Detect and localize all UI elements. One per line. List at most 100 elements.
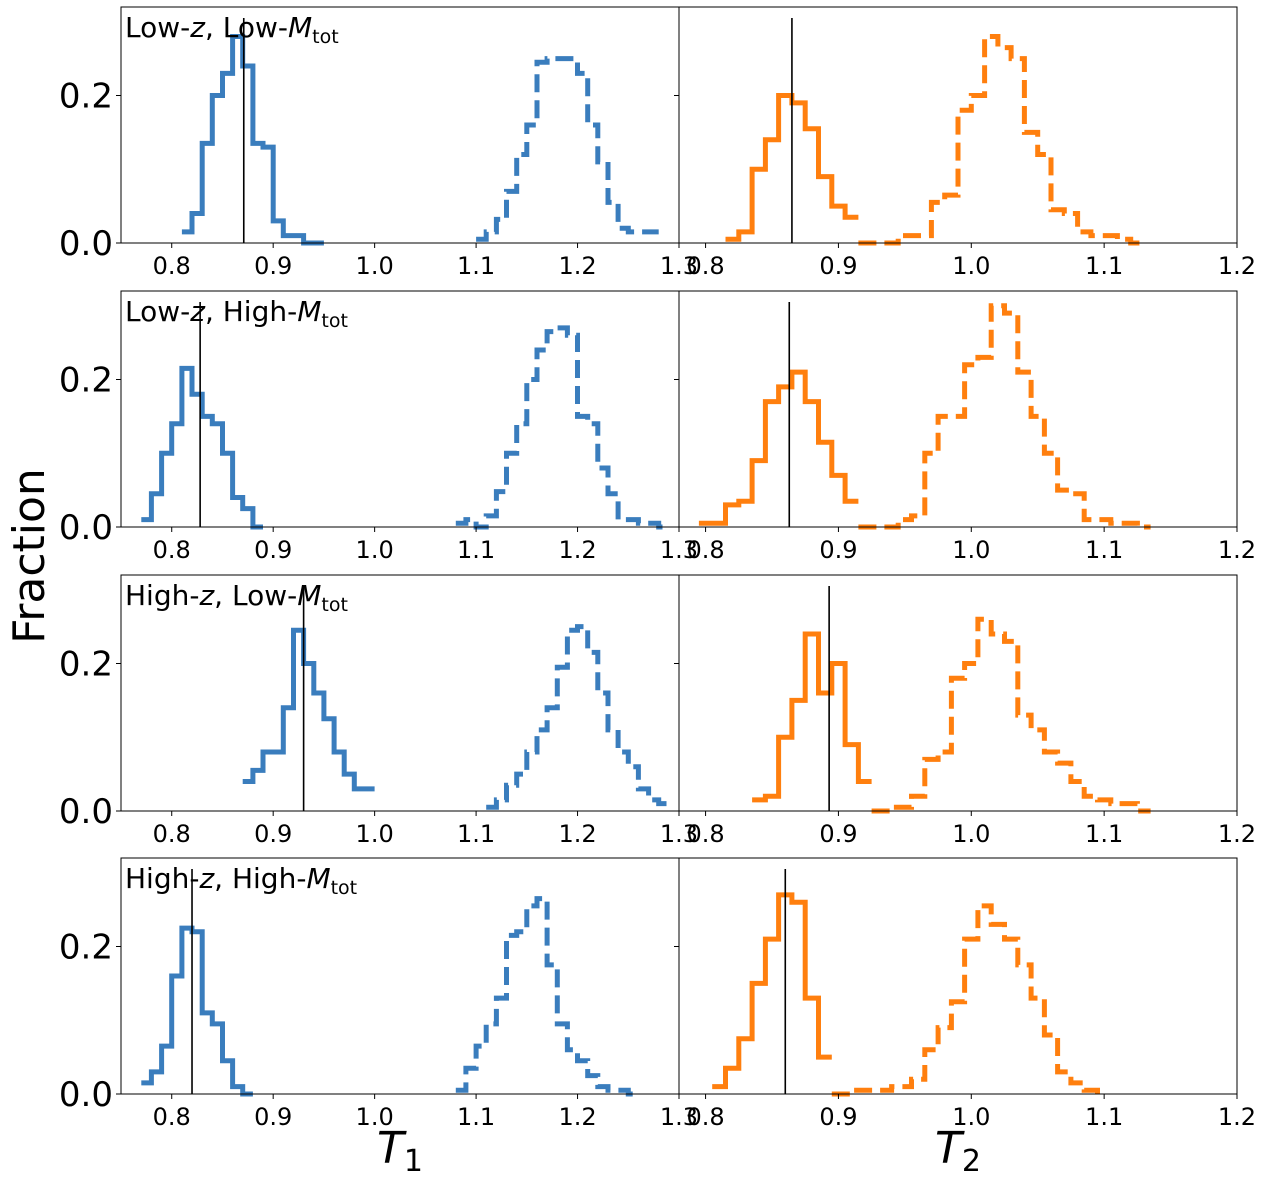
histogram-solid-row4-left	[141, 925, 253, 1097]
x-tick-label: 0.9	[254, 1103, 292, 1131]
x-tick-label: 1.2	[1218, 536, 1256, 564]
x-tick-label: 1.2	[558, 1103, 596, 1131]
x-tick-label: 1.3	[660, 252, 698, 280]
panel-title-part: z	[198, 579, 215, 612]
panel-title: Low-z, Low-Mtot	[125, 11, 339, 48]
panel-row1-right: 0.8 0.9 1.0 1.1 1.2	[674, 6, 1256, 280]
x-tick-label: 1.1	[1085, 536, 1123, 564]
panel-row3-left: 0.8 0.9 1.0 1.1 1.2 1.3 0.0 0.2 High-z, Low-Mtot	[59, 574, 698, 848]
x-tick-label: 1.2	[1218, 820, 1256, 848]
x-tick-label: 0.8	[686, 820, 724, 848]
x-tick-label: 1.0	[952, 1103, 990, 1131]
x-tick-label: 1.2	[558, 536, 596, 564]
histogram-dashed-row3-right	[871, 616, 1151, 814]
axes-frame-row1-right	[678, 6, 1238, 244]
x-axis-label-t2-sub: 2	[962, 1144, 981, 1177]
histogram-dashed-row1-right	[858, 34, 1144, 246]
x-tick-label: 1.3	[660, 820, 698, 848]
x-tick-label: 1.1	[1085, 1103, 1123, 1131]
x-tick-label: 1.0	[952, 536, 990, 564]
histogram-solid-row2-left	[141, 365, 263, 530]
y-tick-label: 0.0	[59, 792, 113, 832]
axes-frame-row2-right	[678, 290, 1238, 528]
x-tick-label: 0.8	[153, 820, 191, 848]
x-tick-label: 0.9	[254, 536, 292, 564]
panel-row3-right: 0.8 0.9 1.0 1.1 1.2	[674, 574, 1256, 848]
x-axis-label-t2-main: T	[935, 1123, 965, 1174]
x-tick-label: 0.8	[153, 536, 191, 564]
y-tick-label: 0.0	[59, 508, 113, 548]
panel-title-part: z	[189, 295, 206, 328]
x-tick-label: 0.9	[819, 820, 857, 848]
x-tick-label: 1.3	[660, 1103, 698, 1131]
histogram-solid-row2-right	[698, 369, 859, 526]
x-tick-label: 0.8	[686, 536, 724, 564]
y-tick-label: 0.2	[59, 361, 113, 401]
panel-title-part: M	[288, 11, 312, 44]
x-tick-label: 1.1	[1085, 252, 1123, 280]
y-tick-label: 0.2	[59, 77, 113, 117]
panel-title-part: M	[297, 579, 321, 612]
histogram-dashed-row2-right	[858, 303, 1151, 530]
x-tick-label: 0.8	[153, 1103, 191, 1131]
x-tick-label: 1.0	[356, 1103, 394, 1131]
x-tick-label: 0.9	[254, 820, 292, 848]
x-tick-label: 1.1	[457, 1103, 495, 1131]
x-axis-label-t2: T2	[935, 1123, 981, 1177]
x-tick-label: 1.0	[356, 536, 394, 564]
panel-title-part: Low-	[125, 295, 190, 328]
histogram-solid-row3-left	[242, 627, 375, 792]
x-tick-label: 0.9	[819, 536, 857, 564]
x-tick-label: 0.8	[686, 1103, 724, 1131]
panel-title-part: z	[189, 11, 206, 44]
panel-title-part: tot	[331, 877, 358, 899]
panel-row4-left: 0.8 0.9 1.0 1.1 1.2 1.3 0.0 0.2 High-z, High-Mto…	[59, 857, 698, 1131]
x-axis-label-t1: T1	[377, 1123, 423, 1177]
panel-title: High-z, Low-Mtot	[125, 579, 348, 616]
panel-title-part: , High-	[214, 862, 306, 895]
panel-title-part: tot	[321, 310, 348, 332]
histogram-solid-row4-right	[712, 892, 832, 1090]
panel-title-part: M	[297, 295, 321, 328]
x-tick-label: 0.8	[686, 252, 724, 280]
y-tick-label: 0.0	[59, 1075, 113, 1115]
panel-title-part: M	[306, 862, 330, 895]
panel-row1-left: 0.8 0.9 1.0 1.1 1.2 1.3 0.0 0.2 Low-z, Low-Mtot	[59, 6, 698, 280]
panel-title-part: tot	[321, 594, 348, 616]
panel-title-part: tot	[312, 26, 339, 48]
x-tick-label: 1.1	[457, 820, 495, 848]
histogram-dashed-row4-right	[831, 903, 1100, 1097]
y-tick-label: 0.0	[59, 224, 113, 264]
panel-title-part: z	[198, 862, 215, 895]
y-axis-label: Fraction	[4, 468, 55, 644]
histogram-solid-row3-right	[752, 631, 872, 803]
x-tick-label: 0.9	[819, 252, 857, 280]
axes-frame-row4-right	[678, 857, 1238, 1095]
panel-title-part: , High-	[205, 295, 297, 328]
x-tick-label: 0.9	[819, 1103, 857, 1131]
y-tick-label: 0.2	[59, 928, 113, 968]
panel-title-part: , Low-	[205, 11, 288, 44]
x-tick-label: 1.1	[457, 536, 495, 564]
histogram-dashed-row2-left	[455, 325, 669, 530]
x-tick-label: 1.2	[558, 820, 596, 848]
panel-row2-left: 0.8 0.9 1.0 1.1 1.2 1.3 0.0 0.2 Low-z, High-Mtot	[59, 290, 698, 564]
histogram-dashed-row1-left	[476, 56, 659, 242]
x-axis-label-t1-sub: 1	[404, 1144, 423, 1177]
panel-title-part: , Low-	[214, 579, 297, 612]
histogram-dashed-row4-left	[455, 896, 639, 1097]
x-tick-label: 1.0	[952, 252, 990, 280]
panel-row2-right: 0.8 0.9 1.0 1.1 1.2	[674, 290, 1256, 564]
y-tick-label: 0.2	[59, 645, 113, 685]
x-tick-label: 1.2	[1218, 252, 1256, 280]
x-tick-label: 1.3	[660, 536, 698, 564]
panel-title-part: Low-	[125, 11, 190, 44]
x-axis-label-t1-main: T	[377, 1123, 407, 1174]
x-tick-label: 1.0	[952, 820, 990, 848]
x-tick-label: 1.2	[558, 252, 596, 280]
panel-title: Low-z, High-Mtot	[125, 295, 348, 332]
x-tick-label: 1.1	[457, 252, 495, 280]
panel-title-part: High-	[125, 862, 199, 895]
